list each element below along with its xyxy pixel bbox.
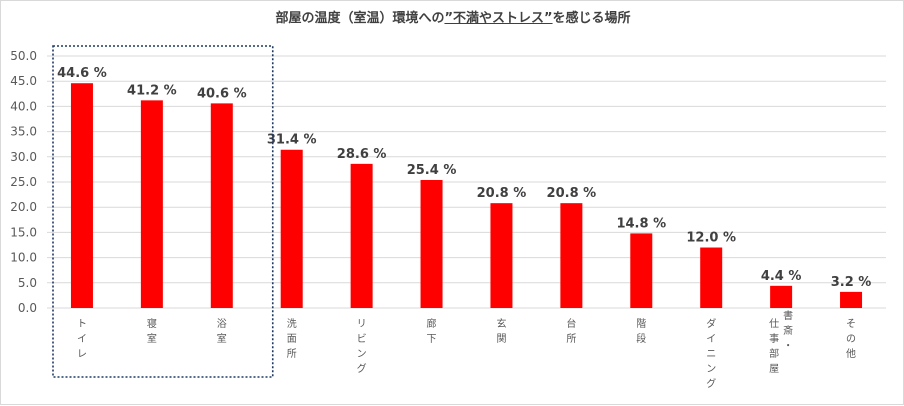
- category-label-char: グ: [357, 362, 367, 375]
- category-label-char: 浴: [217, 318, 227, 330]
- category-label-char: ン: [706, 364, 716, 375]
- y-tick-label: 20.0: [10, 200, 37, 214]
- chart-title-emphasis: ”不満やストレス”: [444, 11, 553, 26]
- category-label-char: 寝: [147, 317, 157, 330]
- bar: [210, 103, 233, 308]
- y-tick-label: 0.0: [18, 301, 37, 315]
- category-label-char: ニ: [706, 349, 716, 360]
- category-label-char: レ: [77, 349, 87, 360]
- y-tick-label: 10.0: [10, 251, 37, 265]
- data-label: 44.6 %: [57, 66, 107, 81]
- bar: [280, 149, 303, 308]
- data-label: 20.8 %: [547, 186, 597, 201]
- y-tick-label: 45.0: [10, 74, 37, 88]
- category-label-char: ダ: [706, 317, 716, 330]
- category-label-char: 玄: [496, 317, 506, 330]
- category-label-char: 部: [769, 347, 779, 360]
- category-label-char: の: [846, 334, 856, 345]
- bar: [70, 83, 93, 308]
- bar: [840, 291, 863, 308]
- category-label-char: 洗: [287, 318, 297, 330]
- category-label-char: 関: [496, 333, 506, 345]
- highlight-box: [52, 45, 274, 378]
- data-label: 14.8 %: [616, 216, 666, 231]
- category-label-char: 他: [846, 347, 856, 360]
- data-label: 12.0 %: [686, 231, 736, 246]
- data-label: 28.6 %: [337, 147, 387, 162]
- data-label: 20.8 %: [477, 186, 527, 201]
- data-label: 31.4 %: [267, 133, 317, 148]
- category-label-char: ン: [357, 349, 367, 360]
- y-tick-label: 30.0: [10, 150, 37, 164]
- category-label-char: 廊: [427, 317, 437, 330]
- bar: [350, 163, 373, 308]
- category-label-char: ト: [77, 319, 87, 330]
- y-tick-label: 25.0: [10, 175, 37, 189]
- y-tick-label: 15.0: [10, 225, 37, 239]
- bar: [700, 247, 723, 308]
- bar: [420, 179, 443, 308]
- data-label: 41.2 %: [127, 83, 177, 98]
- category-label-char: ビ: [357, 333, 367, 345]
- y-tick-label: 35.0: [10, 125, 37, 139]
- category-label-char: リ: [357, 319, 367, 330]
- bar: [630, 233, 653, 308]
- data-label: 25.4 %: [407, 163, 457, 178]
- category-label-char: ・: [783, 341, 793, 352]
- category-label-char: 下: [427, 334, 437, 345]
- data-label: 4.4 %: [761, 269, 802, 284]
- bar: [140, 100, 163, 309]
- category-label-char: 事: [769, 332, 779, 345]
- category-label-char: 書: [783, 309, 793, 322]
- category-label-char: 屋: [769, 363, 779, 375]
- category-label-char: 室: [147, 332, 157, 345]
- chart-title: 部屋の温度（室温）環境への”不満やストレス”を感じる場所: [1, 7, 904, 26]
- category-label-char: 階: [636, 318, 646, 330]
- y-tick-label: 5.0: [18, 276, 37, 290]
- data-label: 40.6 %: [197, 86, 247, 101]
- category-label-char: 所: [287, 348, 297, 360]
- category-label-char: グ: [706, 377, 716, 390]
- category-label-char: イ: [77, 334, 87, 345]
- chart-title-part2: を感じる場所: [552, 11, 631, 26]
- category-label-char: 段: [636, 332, 646, 345]
- bar: [770, 285, 793, 308]
- category-label-char: 室: [217, 332, 227, 345]
- category-label-char: 仕: [769, 317, 779, 330]
- category-label-char: 台: [566, 317, 576, 330]
- category-label-char: 面: [287, 334, 297, 345]
- bar: [490, 203, 513, 308]
- category-label-char: 所: [566, 333, 576, 345]
- bar: [560, 203, 583, 308]
- chart-title-part1: 部屋の温度（室温）環境への: [275, 11, 445, 26]
- data-label: 3.2 %: [831, 275, 872, 290]
- category-label-char: イ: [706, 334, 716, 345]
- y-tick-label: 40.0: [10, 99, 37, 113]
- category-label-char: 斎: [783, 324, 793, 337]
- y-tick-label: 50.0: [10, 49, 37, 63]
- category-label-char: そ: [846, 318, 856, 330]
